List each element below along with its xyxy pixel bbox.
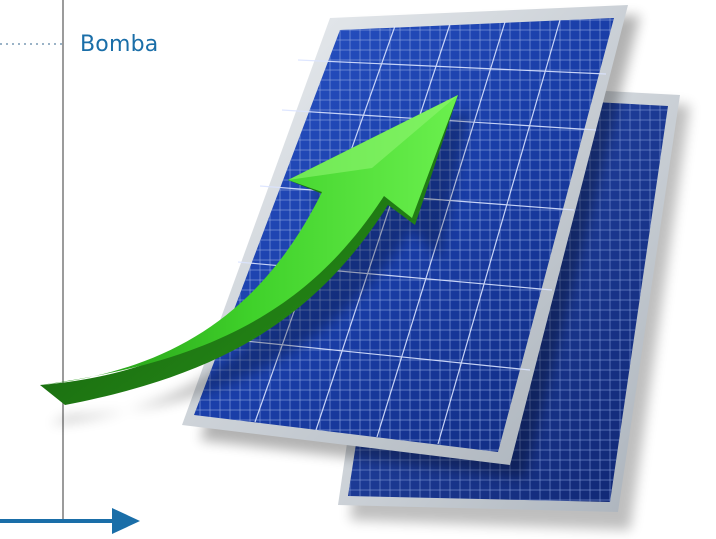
legend-label-bomba: Bomba [80,32,159,57]
green-growth-arrow-icon [40,95,470,424]
x-axis-arrowhead-icon [112,508,140,534]
chart-axes [0,0,140,534]
